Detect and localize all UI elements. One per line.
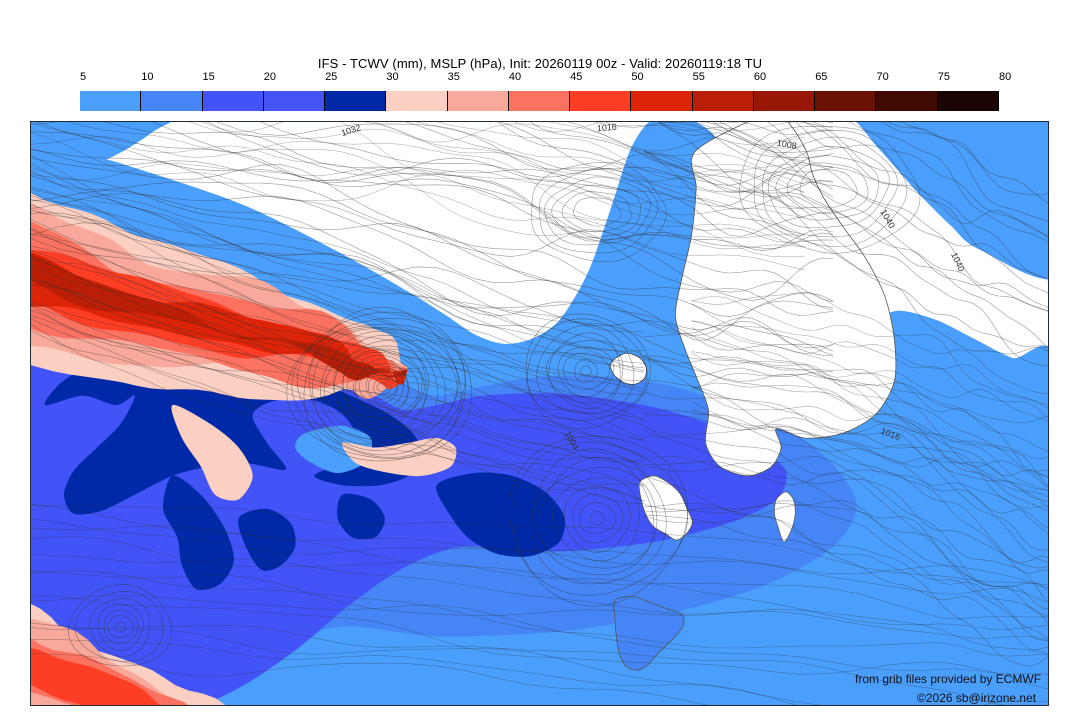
svg-text:1016: 1016 bbox=[596, 122, 617, 133]
